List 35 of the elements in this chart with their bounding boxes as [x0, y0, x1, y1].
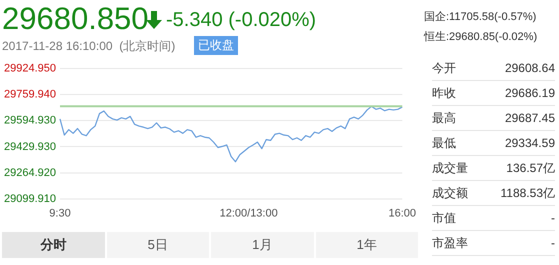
text: 分时	[2, 232, 104, 258]
text: -	[551, 210, 555, 227]
text: 5日	[106, 232, 209, 258]
text: 最低	[432, 136, 456, 150]
text: 昨收	[432, 86, 456, 100]
text: 已收盘	[194, 36, 238, 55]
y-tick-label: 29594.930	[4, 114, 56, 127]
x-tick-label: 12:00/13:00	[220, 207, 278, 220]
y-tick-label: 29759.940	[4, 88, 56, 101]
text: 1188.53亿	[500, 185, 555, 202]
y-tick-label: 29264.920	[4, 166, 56, 179]
text: 成交额	[432, 186, 468, 200]
x-tick-label: 16:00	[388, 207, 416, 220]
text: 29608.64	[504, 60, 555, 77]
text: 市值	[432, 211, 456, 225]
text: 29334.59	[504, 135, 555, 152]
text: -5.340 (-0.020%)	[166, 8, 316, 32]
text: 136.57亿	[506, 160, 555, 177]
text: 29686.19	[504, 85, 555, 102]
text: 今开	[432, 61, 456, 75]
x-tick-label: 9:30	[49, 207, 71, 220]
text: -	[551, 235, 555, 252]
text: 恒生:29680.85(-0.02%)	[424, 30, 538, 44]
text: 1月	[211, 232, 314, 258]
y-tick-label: 29924.950	[4, 62, 56, 75]
text: 国企:11705.58(-0.57%)	[424, 10, 536, 24]
text: 2017-11-28 16:10:00 (北京时间)	[2, 38, 176, 55]
text: 市盈率	[432, 236, 468, 250]
text: 成交量	[432, 161, 468, 175]
text: 最高	[432, 111, 456, 125]
y-tick-label: 29099.910	[4, 192, 56, 205]
text: 29687.45	[504, 110, 555, 127]
y-tick-label: 29429.930	[4, 140, 56, 153]
text: 29680.850	[2, 1, 149, 36]
text: 1年	[316, 232, 418, 258]
